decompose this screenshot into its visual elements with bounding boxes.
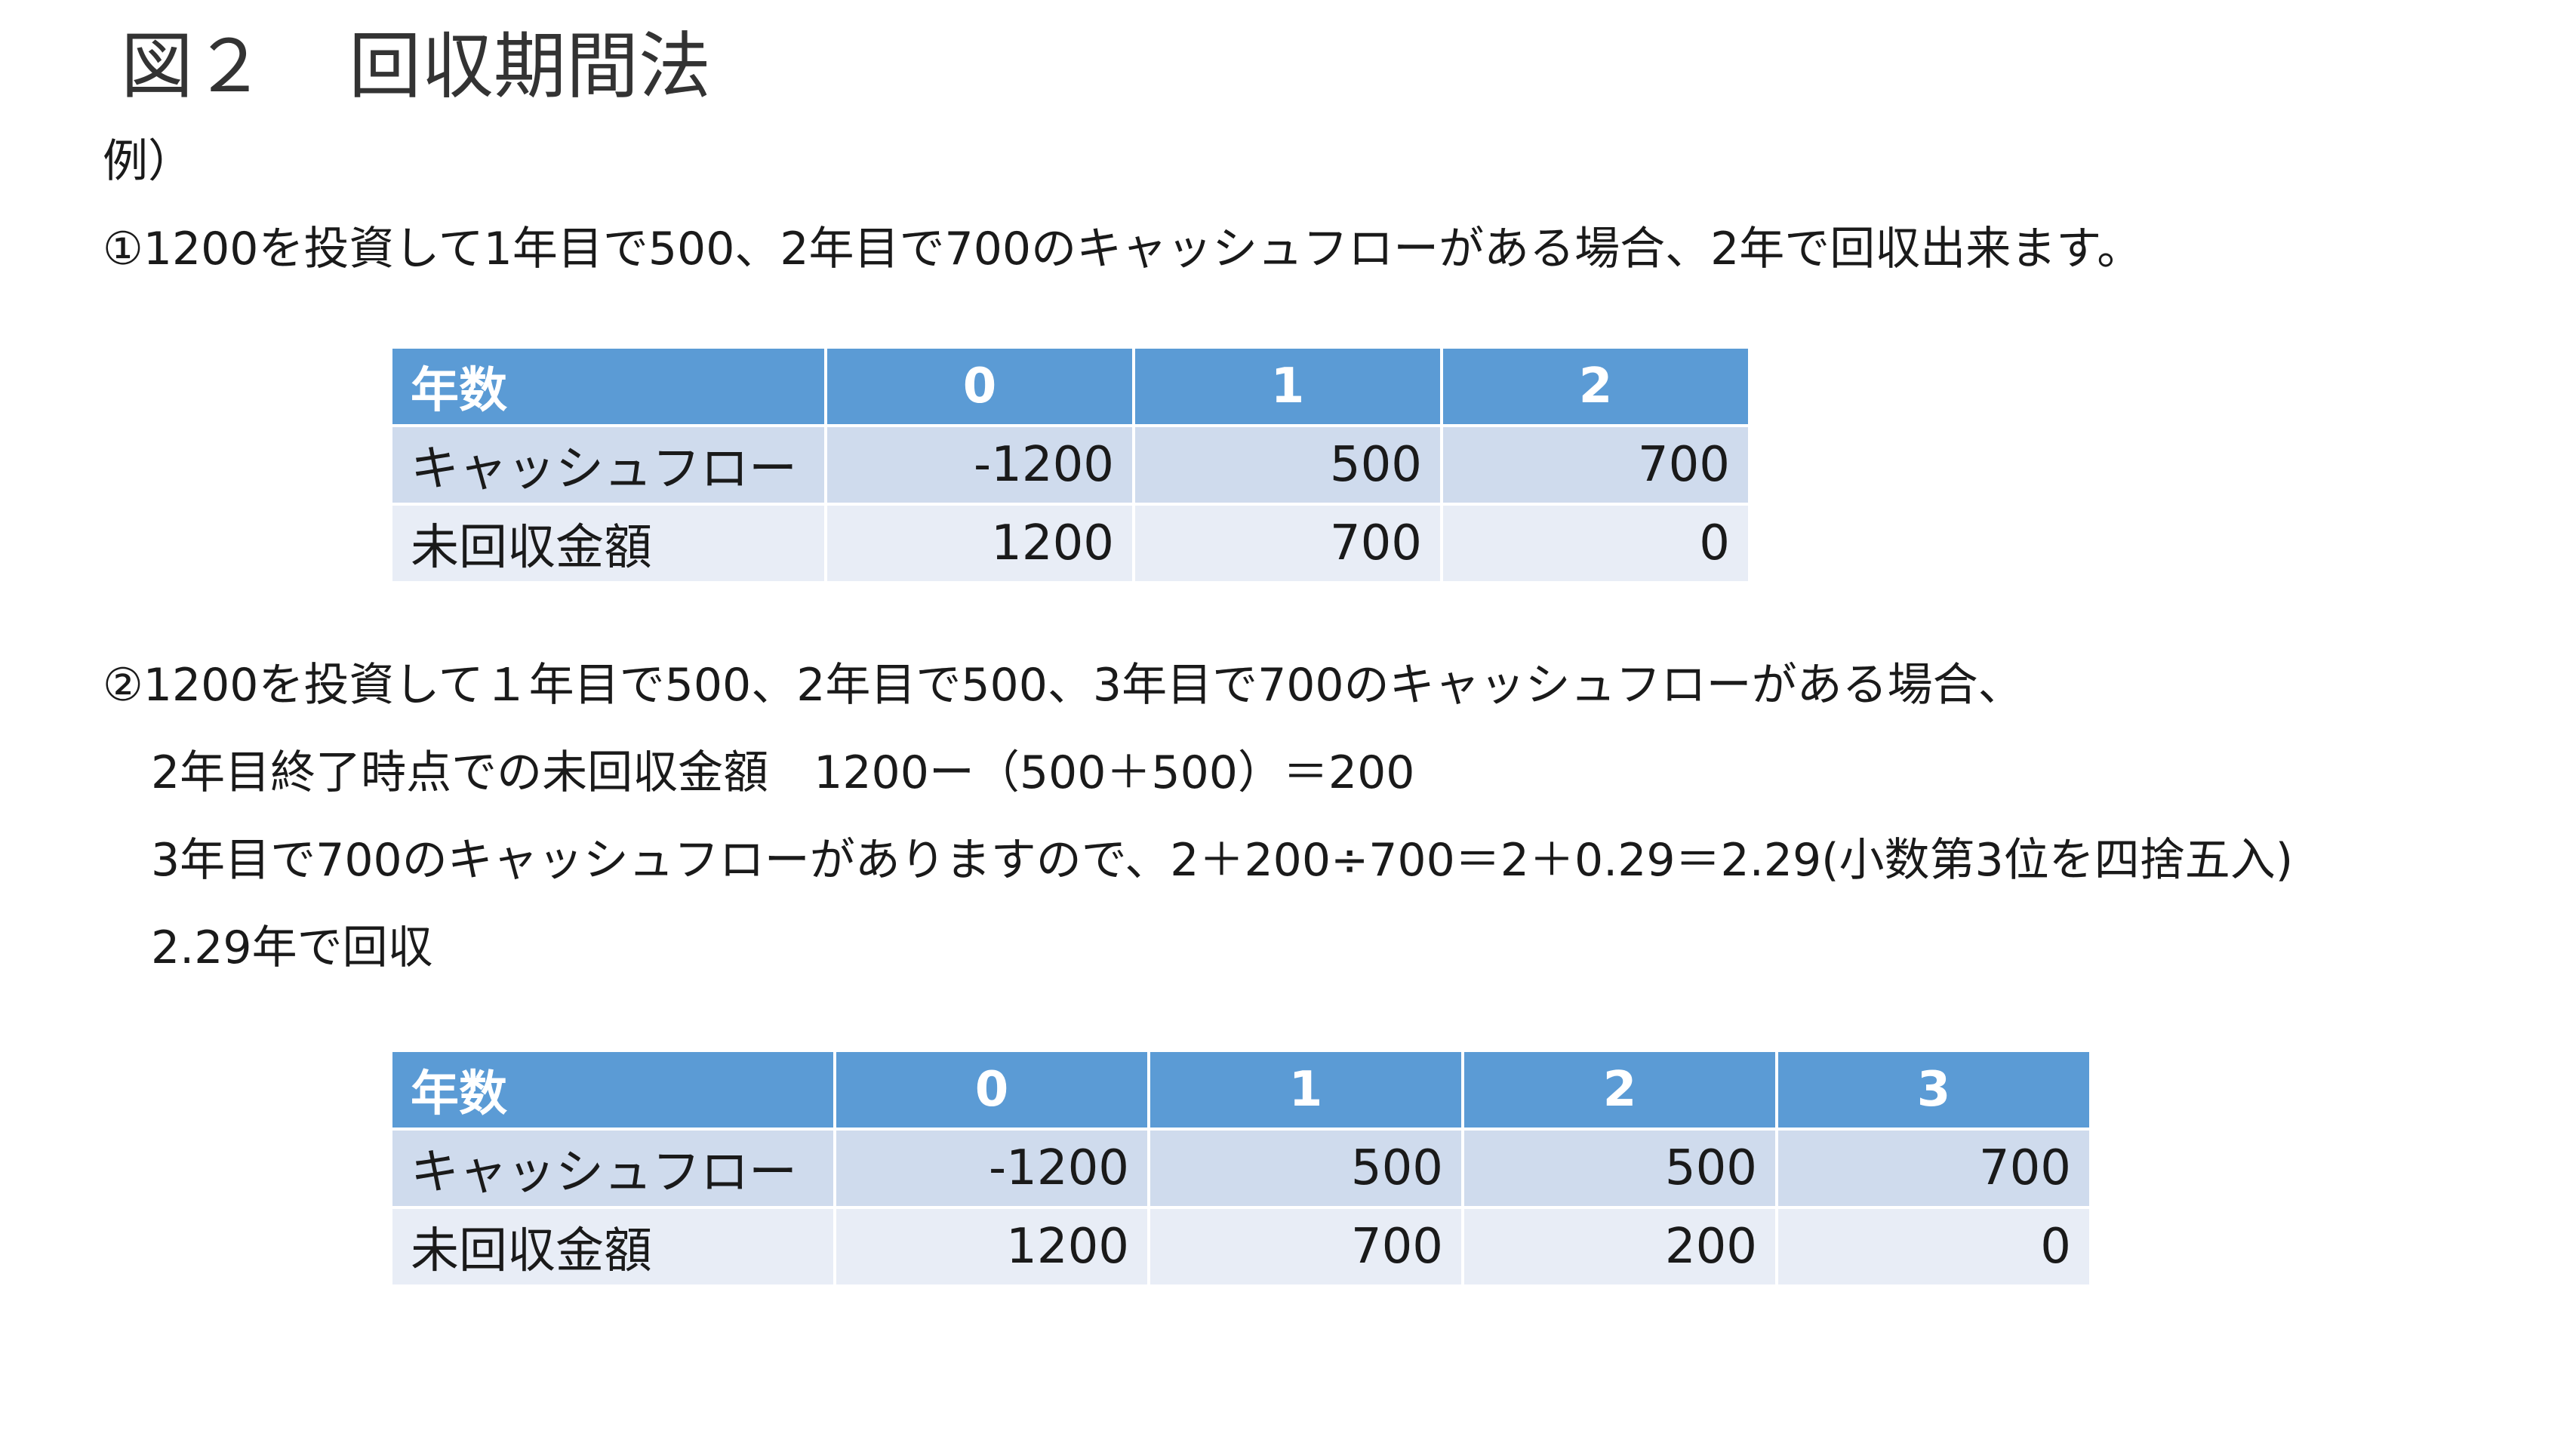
table-row: キャッシュフロー -1200 500 700	[392, 427, 1748, 503]
page-title: 図２ 回収期間法	[121, 14, 711, 119]
table-cell: 200	[1464, 1209, 1775, 1284]
figure-label: 図２	[121, 24, 266, 109]
table-header-cell: 2	[1464, 1052, 1775, 1128]
title-text: 回収期間法	[349, 24, 711, 109]
table-row: 未回収金額 1200 700 200 0	[392, 1209, 2089, 1284]
payback-table-case2: 年数 0 1 2 3 キャッシュフロー -1200 500 500 700 未回…	[389, 1049, 2092, 1287]
table-header-cell: 年数	[392, 1052, 833, 1128]
case2-line2: 2年目終了時点での未回収金額 1200ー（500＋500）＝200	[151, 746, 1415, 799]
table-header-cell: 0	[827, 349, 1132, 424]
table-header-cell: 年数	[392, 349, 824, 424]
table-cell: -1200	[827, 427, 1132, 503]
table-header-cell: 3	[1778, 1052, 2089, 1128]
case2-line1: ②1200を投資して１年目で500、2年目で500、3年目で700のキャッシュフ…	[103, 659, 2024, 712]
table-cell: 700	[1135, 506, 1440, 581]
table-row: 未回収金額 1200 700 0	[392, 506, 1748, 581]
table-header-row: 年数 0 1 2 3	[392, 1052, 2089, 1128]
table-cell: -1200	[836, 1131, 1147, 1206]
table-cell: 500	[1464, 1131, 1775, 1206]
case2-line4: 2.29年で回収	[151, 921, 433, 974]
table-cell: 1200	[836, 1209, 1147, 1284]
table-cell: 700	[1443, 427, 1748, 503]
table-cell: 1200	[827, 506, 1132, 581]
row-label: 未回収金額	[392, 1209, 833, 1284]
example-label: 例）	[103, 135, 193, 188]
table-cell: 0	[1443, 506, 1748, 581]
table-header-row: 年数 0 1 2	[392, 349, 1748, 424]
table-header-cell: 1	[1135, 349, 1440, 424]
case1-text: ①1200を投資して1年目で500、2年目で700のキャッシュフローがある場合、…	[103, 223, 2143, 275]
table-cell: 500	[1135, 427, 1440, 503]
table-header-cell: 1	[1150, 1052, 1461, 1128]
table-cell: 500	[1150, 1131, 1461, 1206]
table-cell: 700	[1778, 1131, 2089, 1206]
payback-table-case1: 年数 0 1 2 キャッシュフロー -1200 500 700 未回収金額 12…	[389, 346, 1751, 584]
row-label: 未回収金額	[392, 506, 824, 581]
table-row: キャッシュフロー -1200 500 500 700	[392, 1131, 2089, 1206]
table-cell: 0	[1778, 1209, 2089, 1284]
table-header-cell: 0	[836, 1052, 1147, 1128]
row-label: キャッシュフロー	[392, 427, 824, 503]
table-cell: 700	[1150, 1209, 1461, 1284]
case2-line3: 3年目で700のキャッシュフローがありますので、2＋200÷700＝2＋0.29…	[151, 834, 2294, 887]
row-label: キャッシュフロー	[392, 1131, 833, 1206]
table-header-cell: 2	[1443, 349, 1748, 424]
